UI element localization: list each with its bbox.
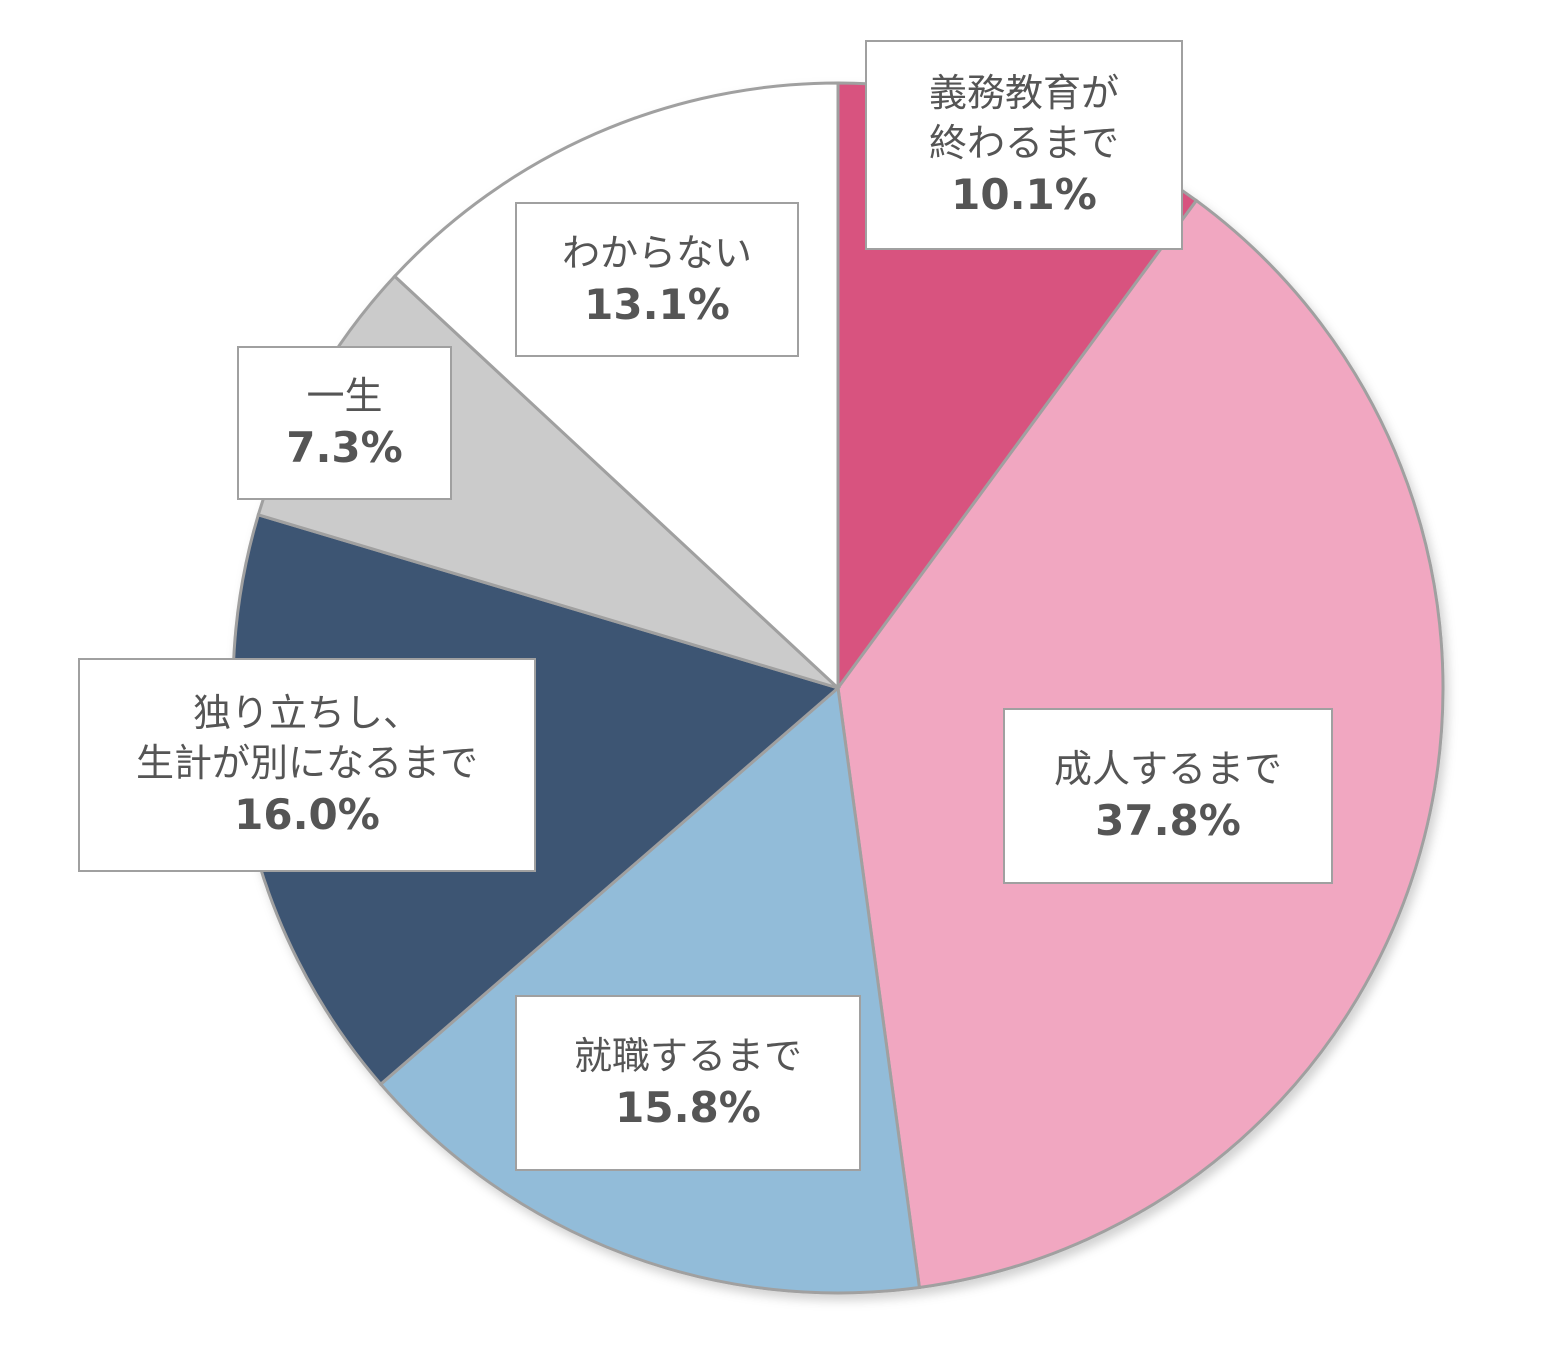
value-label: 37.8% bbox=[1095, 796, 1241, 845]
label-box: 独り立ちし、 生計が別になるまで 16.0% bbox=[78, 658, 536, 872]
value-label: 15.8% bbox=[615, 1083, 761, 1132]
value-label: 10.1% bbox=[951, 170, 1097, 219]
category-label: 成人するまで bbox=[1053, 747, 1282, 791]
label-box: 一生 7.3% bbox=[237, 346, 452, 500]
category-label: 就職するまで bbox=[573, 1034, 802, 1078]
label-box: わからない 13.1% bbox=[515, 202, 799, 357]
category-label: 一生 bbox=[306, 374, 383, 418]
label-box: 義務教育が 終わるまで 10.1% bbox=[865, 40, 1183, 250]
category-label: わからない bbox=[561, 230, 752, 275]
label-box: 成人するまで 37.8% bbox=[1003, 708, 1333, 884]
category-label: 義務教育が 終わるまで bbox=[928, 71, 1119, 165]
value-label: 16.0% bbox=[234, 790, 380, 839]
value-label: 13.1% bbox=[584, 279, 730, 329]
value-label: 7.3% bbox=[286, 423, 403, 472]
label-box: 就職するまで 15.8% bbox=[515, 995, 861, 1171]
category-label: 独り立ちし、 生計が別になるまで bbox=[135, 691, 478, 785]
